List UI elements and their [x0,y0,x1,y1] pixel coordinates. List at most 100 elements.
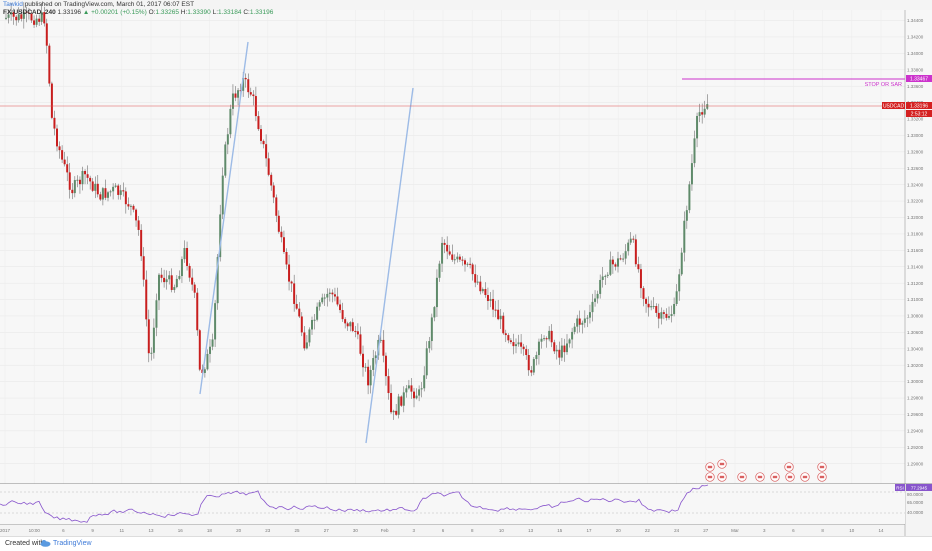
x-tick-label: 8 [821,528,824,533]
candle-body [104,188,107,198]
candle-body [349,322,352,327]
candle-body [145,279,148,320]
candle-body [395,410,398,415]
candle-body [94,183,97,191]
candle-body [601,276,604,280]
candle-body [10,12,13,15]
stop-price-tag [906,75,932,82]
candle-body [48,45,51,84]
last-price-tag-text: 1.33196 [910,104,928,110]
candle-body [313,319,316,321]
candle-body [96,183,99,195]
candle-body [364,366,367,368]
candle-body [326,293,329,298]
candle-body [50,83,53,118]
candle-body [211,339,214,347]
y-tick-label: 1.33200 [907,117,924,122]
candle-body [180,259,183,277]
candle-body [262,140,265,145]
candle-body [45,23,48,46]
candle-body [109,191,112,193]
candle-body [53,117,56,129]
candle-body [703,108,706,115]
candle-body [443,242,446,245]
candle-body [583,318,586,323]
candle-body [489,298,492,301]
candle-body [22,11,25,19]
candle-body [27,12,30,14]
candle-body [591,301,594,313]
candle-body [537,341,540,356]
candle-body [627,242,630,252]
candle-body [555,349,558,352]
time-axis-labels: 2017 10:00 6 9 11 13 16 18 20 23 25 27 30 Feb 3 6 8 10 13 1… [0,528,884,533]
stop-price-tag-text: 1.33467 [910,77,928,83]
candle-body [209,346,211,354]
candle-body [520,342,523,347]
candle-body [265,144,268,159]
x-tick-label: 23 [265,528,271,533]
y-tick-label: 1.32400 [907,182,924,187]
x-tick-label: 13 [528,528,534,533]
y-tick-label: 1.30800 [907,314,924,319]
event-flag-icon[interactable] [717,472,727,482]
event-flag-icon[interactable] [800,472,810,482]
y-tick-label: 1.31400 [907,264,924,269]
event-flag-icon[interactable] [770,472,780,482]
candle-body [140,229,143,257]
candle-body [175,278,178,288]
candle-body [474,274,477,283]
candle-body [40,12,43,22]
rsi-tick-80: 80.0000 [907,492,924,497]
candle-body [219,214,222,258]
candle-body [89,177,92,182]
candle-body [701,112,704,115]
candle-body [568,339,571,344]
candle-body [647,303,650,308]
rsi-tick-40: 40.0000 [907,510,924,515]
x-tick-label: 15 [557,528,563,533]
author-link[interactable]: Tawkid [3,1,23,8]
tradingview-link[interactable]: TradingView [53,540,92,547]
x-tick-label: 16 [178,528,184,533]
candle-body [33,20,36,25]
trend-line-2[interactable] [365,87,414,444]
y-tick-label: 1.29800 [907,396,924,401]
candle-body [657,312,660,319]
footer: Created with TradingView [0,536,932,551]
x-tick-label: 13 [148,528,154,533]
candle-body [214,303,217,340]
candle-body [323,297,326,299]
candle-body [303,332,306,349]
candle-body [66,164,69,173]
open-label: O: [148,9,156,16]
candle-body [448,251,451,255]
event-flag-icon[interactable] [817,462,827,472]
event-flag-icon[interactable] [705,462,715,472]
event-flag-icon[interactable] [737,472,747,482]
candle-body [507,335,510,341]
candle-body [606,274,609,276]
candle-body [107,192,109,198]
close-value: 1.33196 [249,9,274,16]
candle-body [127,204,130,207]
event-flag-icon[interactable] [784,462,794,472]
event-flag-icon[interactable] [705,472,715,482]
candle-body [173,287,176,290]
candle-body [362,353,364,368]
x-tick-label: 6 [62,528,65,533]
candle-body [479,281,482,292]
candle-body [384,355,387,377]
x-tick-label: 20 [236,528,242,533]
event-flag-icon[interactable] [817,472,827,482]
trend-line-1[interactable] [199,41,249,395]
event-flag-icon[interactable] [717,459,727,469]
candle-body [650,306,653,308]
event-flag-icon[interactable] [755,472,765,482]
event-flag-icon[interactable] [785,472,795,482]
candle-body [160,274,163,278]
x-tick-label: 3 [413,528,416,533]
candle-body [515,344,517,347]
high-value: 1.33390 [187,9,211,16]
candle-body [683,220,686,253]
